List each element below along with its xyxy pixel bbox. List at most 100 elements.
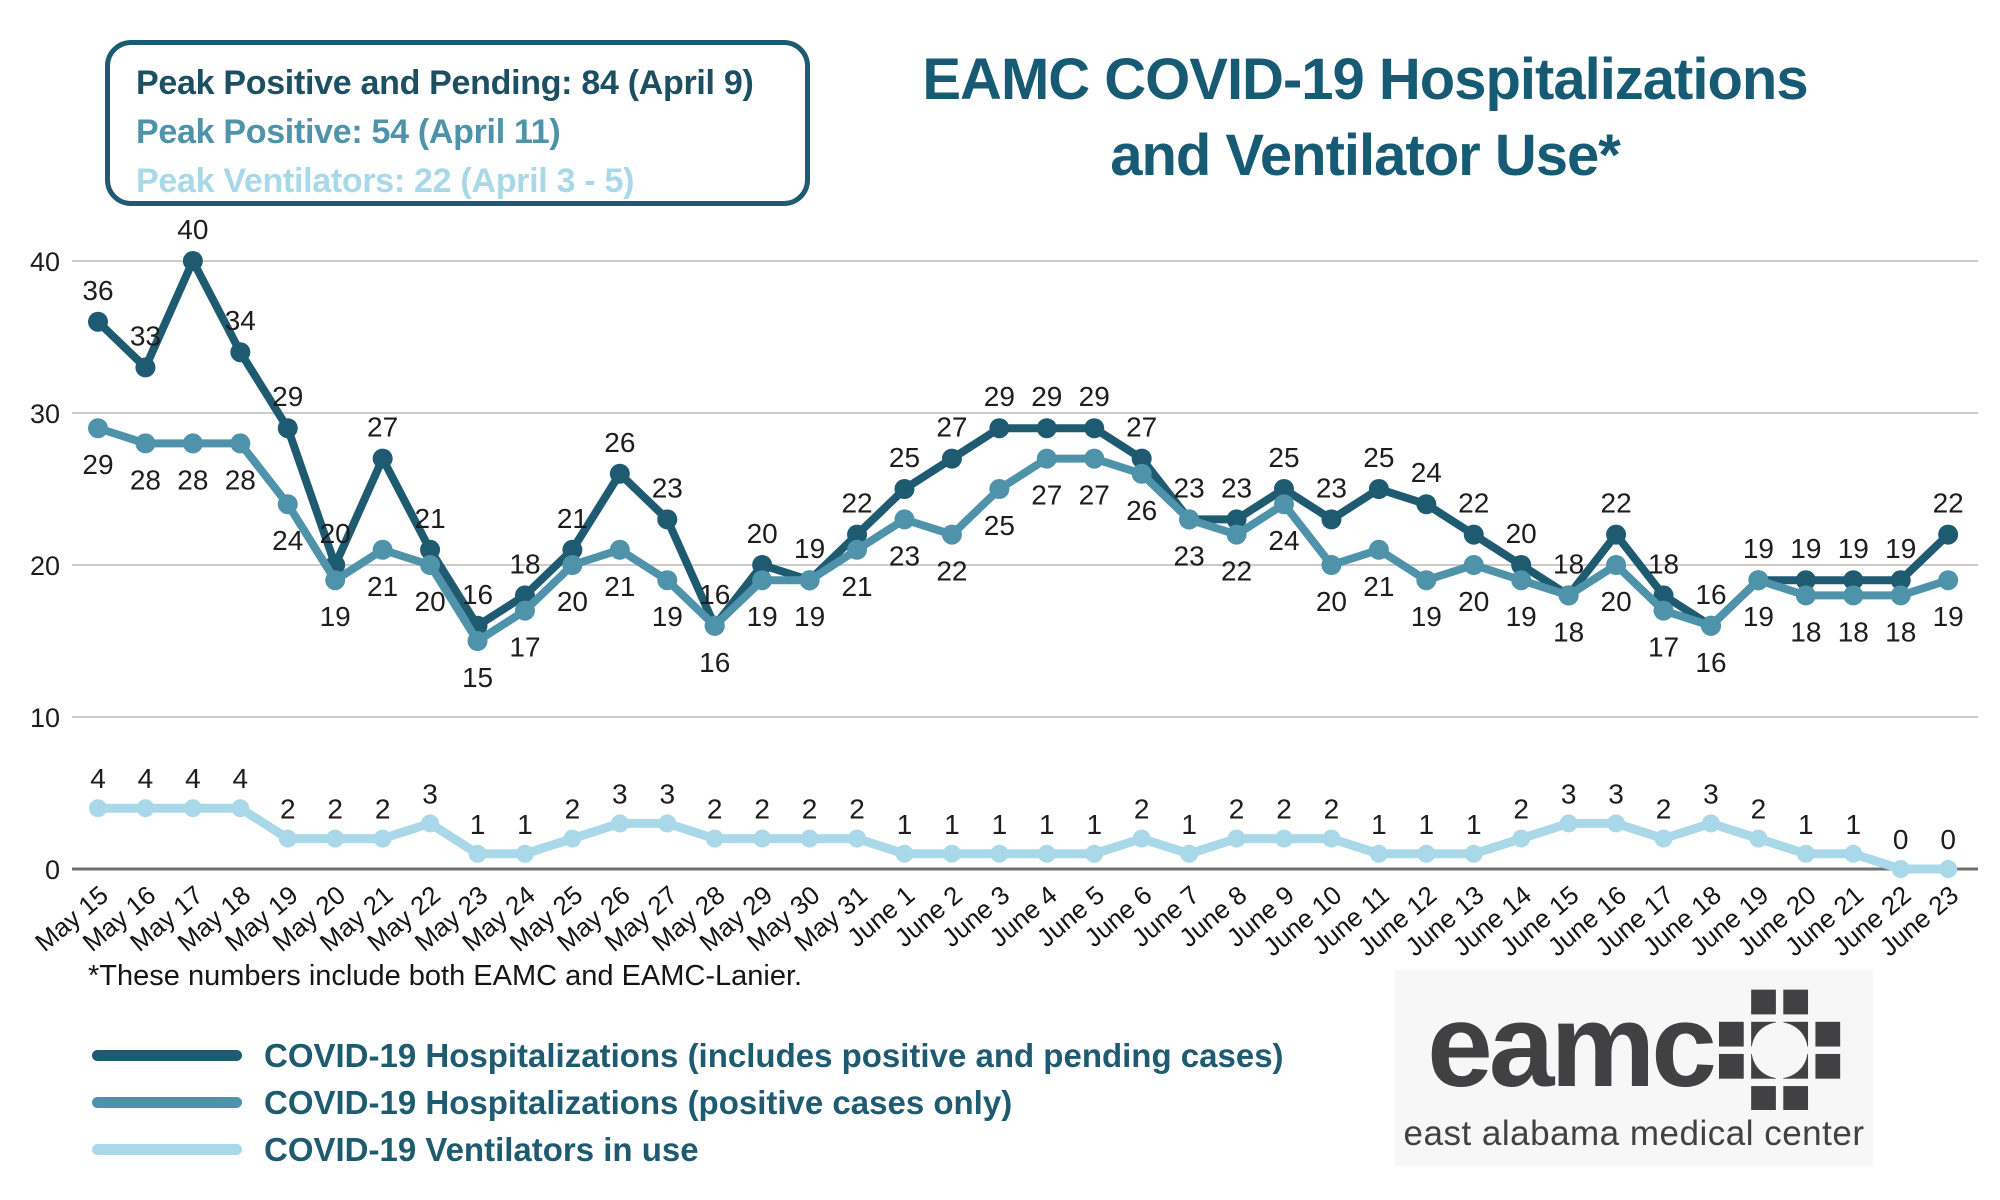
data-point [609,463,630,484]
data-point [1085,844,1104,863]
data-point [562,555,583,575]
data-label: 1 [1181,809,1197,840]
data-point [1368,479,1389,499]
data-label: 2 [1751,794,1767,825]
data-label: 23 [889,540,920,571]
data-label: 29 [1031,381,1062,412]
data-label: 19 [794,533,825,564]
data-point [230,342,251,363]
data-label: 22 [1458,488,1489,519]
data-label: 23 [1316,472,1347,503]
data-point [1226,524,1247,545]
data-point [799,570,820,591]
data-label: 1 [1419,809,1435,840]
data-point [1321,509,1342,530]
data-label: 26 [1126,495,1157,526]
data-label: 18 [1553,616,1584,647]
data-point [1463,555,1484,575]
chart-title-line1: EAMC COVID-19 Hospitalizations [922,47,1808,112]
y-tick-10: 10 [30,703,60,733]
data-label: 20 [747,518,778,549]
data-label: 27 [1126,412,1157,443]
data-point [183,799,202,818]
legend-row-hospitalizations-positive: COVID-19 Hospitalizations (positive case… [92,1079,1284,1126]
data-label: 27 [367,412,398,443]
data-label: 20 [320,518,351,549]
data-label: 16 [1695,579,1726,610]
data-label: 19 [747,601,778,632]
data-label: 19 [1885,533,1916,564]
data-point [278,829,297,848]
peak-positive-text: Peak Positive: 54 (April 11) [136,113,561,151]
data-label: 16 [1695,647,1726,678]
data-point [1322,829,1341,848]
data-label: 29 [82,449,113,480]
chart-legend: COVID-19 Hospitalizations (includes posi… [92,1032,1284,1173]
data-point [658,814,677,833]
data-point [847,539,868,560]
data-point [1890,585,1911,606]
data-label: 18 [1885,616,1916,647]
data-point [1464,844,1483,863]
legend-swatch-dark-line [92,1050,242,1061]
data-label: 20 [1601,586,1632,617]
legend-label-ventilators: COVID-19 Ventilators in use [264,1130,699,1168]
data-label: 24 [272,525,303,556]
data-point [1606,524,1627,545]
data-label: 20 [1458,586,1489,617]
data-label: 16 [699,579,730,610]
data-label: 2 [1229,794,1245,825]
data-label: 2 [1656,794,1672,825]
data-label: 21 [604,571,635,602]
data-label: 3 [1608,778,1624,809]
data-label: 4 [233,763,249,794]
data-point [563,829,582,848]
data-label: 25 [1268,442,1299,473]
series-line-0 [94,257,1953,630]
data-point [800,829,819,848]
data-label: 19 [1933,601,1964,632]
data-label: 1 [1039,809,1055,840]
data-point [1275,829,1293,848]
peak-positive-pending-text: Peak Positive and Pending: 84 (April 9) [136,64,754,102]
data-point [88,418,108,439]
data-label: 17 [1648,632,1679,663]
data-point [753,829,772,848]
data-label: 22 [841,488,872,519]
data-label: 1 [1798,809,1814,840]
data-point [941,448,962,469]
peak-ventilators-text: Peak Ventilators: 22 (April 3 - 5) [136,162,635,200]
data-label: 20 [1316,586,1347,617]
data-point [1180,844,1199,863]
data-point [468,844,487,863]
data-point [1843,570,1864,591]
data-label: 18 [1648,548,1679,579]
data-point [1512,829,1531,848]
data-label: 22 [1221,556,1252,587]
data-label: 20 [415,586,446,617]
data-point [515,844,534,863]
data-label: 22 [1933,488,1964,519]
data-point [1511,555,1532,575]
data-point [514,600,535,621]
data-label: 4 [138,763,154,794]
data-point [989,479,1010,499]
data-point [609,539,630,560]
data-label: 1 [1845,809,1861,840]
data-point [895,844,914,863]
eamc-subtitle: east alabama medical center [1403,1114,1865,1153]
data-point [1938,524,1959,545]
data-label: 21 [1363,571,1394,602]
data-label: 2 [565,794,581,825]
data-label: 24 [1411,457,1442,488]
data-point [1321,555,1342,575]
data-label: 21 [557,503,588,534]
series-line-1 [94,424,1953,645]
data-label: 23 [1174,540,1205,571]
data-label: 18 [1838,616,1869,647]
data-point [1179,509,1200,530]
data-point [562,539,583,560]
data-label: 27 [936,412,967,443]
data-point [1084,448,1105,469]
data-point [1701,814,1720,833]
